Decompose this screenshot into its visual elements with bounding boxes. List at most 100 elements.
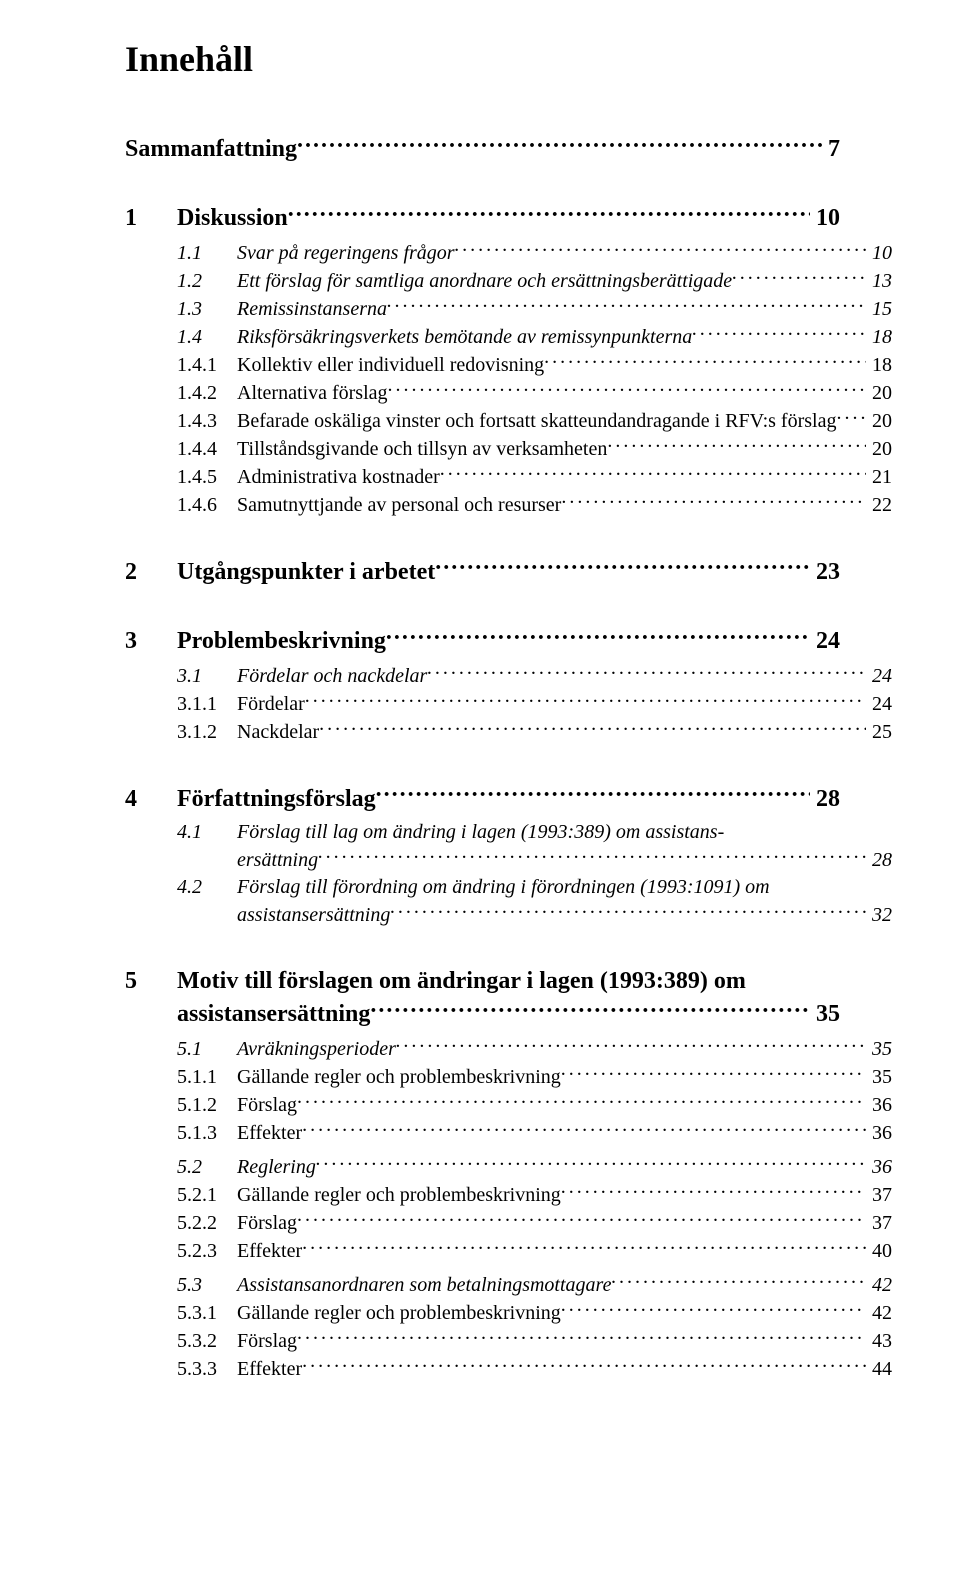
toc-entry-label-line: assistansersättning: [177, 998, 370, 1030]
toc-entry-label: Effekter: [237, 1120, 302, 1147]
toc-entry-page: 28: [810, 783, 840, 815]
toc-leader: [319, 718, 866, 738]
toc-entry: 5.1Avräkningsperioder35: [125, 1035, 892, 1063]
toc-entry-page: 18: [866, 352, 892, 379]
toc-leader: [435, 555, 810, 579]
toc-entry-label: Förslag: [237, 1210, 297, 1237]
toc-entry: 1.4.1Kollektiv eller individuell redovis…: [125, 351, 892, 379]
toc-leader: [561, 491, 866, 511]
toc-leader: [302, 1237, 866, 1257]
toc-entry-page: 36: [866, 1092, 892, 1119]
toc-entry-label: Utgångspunkter i arbetet: [177, 556, 435, 588]
toc-leader: [370, 997, 810, 1021]
toc-entry-page: 35: [866, 1036, 892, 1063]
toc-entry: 1.3Remissinstanserna15: [125, 295, 892, 323]
toc-leader: [561, 1181, 866, 1201]
toc-leader: [386, 624, 810, 648]
toc-entry-label-line: Förslag till förordning om ändring i för…: [237, 874, 892, 901]
toc-entry: 2Utgångspunkter i arbetet23: [125, 555, 840, 588]
toc-entry: 1.4Riksförsäkringsverkets bemötande av r…: [125, 323, 892, 351]
toc-leader: [318, 846, 866, 866]
toc-entry-page: 10: [866, 240, 892, 267]
toc-leader: [297, 1327, 866, 1347]
toc-entry-number: 3: [125, 625, 177, 657]
toc-entry: 3Problembeskrivning 24: [125, 624, 840, 657]
toc-entry-label: Reglering: [237, 1154, 316, 1181]
toc-leader: [297, 1091, 866, 1111]
toc-entry-label: Problembeskrivning: [177, 625, 386, 657]
toc-entry-number: 1: [125, 202, 177, 234]
toc-leader: [427, 662, 866, 682]
toc-entry: 5.2.3Effekter40: [125, 1237, 892, 1265]
toc-entry-page: 32: [866, 902, 892, 929]
toc-entry-page: 36: [866, 1120, 892, 1147]
toc-leader: [388, 379, 867, 399]
toc-entry-number: 5.1.3: [177, 1120, 237, 1147]
toc-entry-number: 5.2.1: [177, 1182, 237, 1209]
toc-entry-label: Fördelar och nackdelar: [237, 663, 427, 690]
toc-entry-label: Riksförsäkringsverkets bemötande av remi…: [237, 324, 692, 351]
toc-entry-label: Kollektiv eller individuell redovisning: [237, 352, 544, 379]
toc-entry-number: 1.4.4: [177, 436, 237, 463]
toc-entry-label: Diskussion: [177, 202, 288, 234]
toc-entry-number: 2: [125, 556, 177, 588]
toc-entry-label: Administrativa kostnader: [237, 464, 440, 491]
toc-entry-page: 43: [866, 1328, 892, 1355]
toc-entry-number: 5: [125, 965, 177, 997]
toc-entry-number: 1.3: [177, 296, 237, 323]
toc-entry: 5.1.3Effekter 36: [125, 1119, 892, 1147]
toc-entry-number: 5.2.3: [177, 1238, 237, 1265]
toc-entry: 5.3.2Förslag43: [125, 1327, 892, 1355]
toc-leader: [836, 407, 866, 427]
toc-entry-number: 3.1: [177, 663, 237, 690]
toc-entry-page: 37: [866, 1182, 892, 1209]
toc-entry: 4.1Förslag till lag om ändring i lagen (…: [125, 819, 892, 874]
toc-entry-number: 3.1.1: [177, 691, 237, 718]
toc-entry: 5.1.1Gällande regler och problembeskrivn…: [125, 1063, 892, 1091]
toc-entry-number: 3.1.2: [177, 719, 237, 746]
toc-entry-label: Gällande regler och problembeskrivning: [237, 1300, 561, 1327]
toc-leader: [288, 201, 810, 225]
toc-entry-page: 35: [866, 1064, 892, 1091]
toc-entry-page: 25: [866, 719, 892, 746]
page-title: Innehåll: [125, 38, 840, 80]
toc-entry-page: 20: [866, 408, 892, 435]
toc-entry-page: 42: [866, 1300, 892, 1327]
toc-leader: [302, 1355, 866, 1375]
toc-entry: 3.1.1Fördelar24: [125, 690, 892, 718]
toc-entry-number: 4.2: [177, 874, 237, 901]
toc-entry-number: 5.3: [177, 1272, 237, 1299]
toc-leader: [316, 1153, 866, 1173]
toc-entry-number: 1.4.5: [177, 464, 237, 491]
toc-leader: [544, 351, 866, 371]
toc-leader: [732, 267, 866, 287]
toc-entry-page: 7: [822, 133, 840, 165]
toc-entry: 1Diskussion10: [125, 201, 840, 234]
table-of-contents: Sammanfattning71Diskussion101.1Svar på r…: [125, 132, 840, 1383]
toc-entry: 1.4.3Befarade oskäliga vinster och forts…: [125, 407, 892, 435]
page: Innehåll Sammanfattning71Diskussion101.1…: [0, 0, 960, 1584]
toc-leader: [305, 690, 866, 710]
toc-entry-page: 24: [866, 663, 892, 690]
toc-entry-label: Effekter: [237, 1356, 302, 1383]
toc-entry: 3.1.2Nackdelar25: [125, 718, 892, 746]
toc-leader: [376, 782, 810, 806]
toc-entry-label: Ett förslag för samtliga anordnare och e…: [237, 268, 732, 295]
toc-entry-label: Effekter: [237, 1238, 302, 1265]
toc-entry: 3.1Fördelar och nackdelar 24: [125, 662, 892, 690]
toc-leader: [297, 132, 822, 156]
toc-entry: 5.3Assistansanordnaren som betalningsmot…: [125, 1271, 892, 1299]
toc-entry-label: Tillståndsgivande och tillsyn av verksam…: [237, 436, 607, 463]
toc-entry: 1.4.6Samutnyttjande av personal och resu…: [125, 491, 892, 519]
toc-entry-number: 5.3.1: [177, 1300, 237, 1327]
toc-entry-page: 24: [810, 625, 840, 657]
toc-entry-label: Alternativa förslag: [237, 380, 388, 407]
toc-entry: 1.4.2Alternativa förslag20: [125, 379, 892, 407]
toc-entry: 5.3.1Gällande regler och problembeskrivn…: [125, 1299, 892, 1327]
toc-entry: 5.3.3Effekter44: [125, 1355, 892, 1383]
toc-entry-number: 5.2.2: [177, 1210, 237, 1237]
toc-entry-page: 15: [866, 296, 892, 323]
toc-entry-page: 21: [866, 464, 892, 491]
toc-entry-number: 1.1: [177, 240, 237, 267]
toc-entry-number: 1.4.6: [177, 492, 237, 519]
